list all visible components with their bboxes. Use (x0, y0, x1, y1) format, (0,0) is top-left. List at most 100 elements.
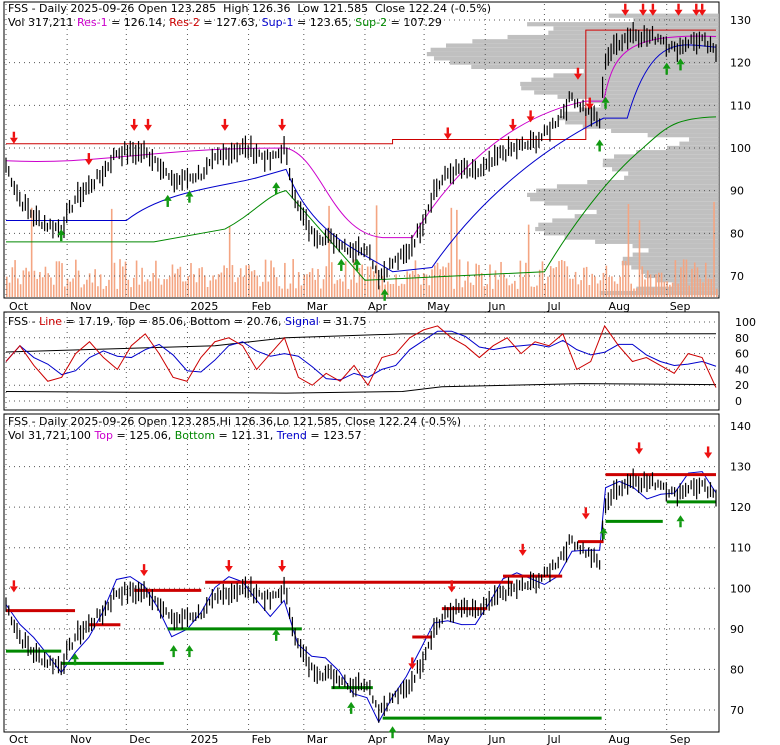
volume-bar (250, 271, 253, 297)
profile-bar (536, 188, 719, 193)
profile-bar (582, 124, 719, 129)
profile-bar (587, 180, 719, 185)
volume-bar (303, 274, 306, 297)
osc-line (5, 324, 717, 388)
volume-bar (497, 279, 500, 297)
volume-bar (127, 279, 130, 297)
volume-bar (182, 281, 184, 297)
volume-bar (47, 273, 50, 297)
volume-bar (289, 283, 292, 297)
volume-bar (234, 282, 236, 297)
volume-bar (400, 283, 403, 297)
volume-bar (119, 259, 121, 297)
volume-bar (680, 267, 682, 297)
legend-segment: FSS - Daily 2025-09-26 Open 123.285,Hi 1… (8, 415, 461, 428)
volume-bar (395, 274, 397, 297)
volume-bar (403, 284, 406, 297)
volume-bar (411, 270, 414, 297)
volume-bar (201, 267, 203, 297)
trend-sell-arrow-stem (584, 507, 588, 514)
volume-bar (39, 271, 41, 297)
profile-bar (553, 26, 719, 31)
volume-bar (583, 267, 585, 297)
volume-bar (699, 278, 702, 297)
osc-tick-label: 20 (735, 379, 749, 392)
volume-bar (563, 261, 566, 297)
sell-arrow (621, 9, 630, 16)
volume-bar (86, 279, 88, 297)
volume-bar (192, 274, 195, 297)
profile-bar (544, 201, 719, 206)
volume-bar (17, 278, 19, 297)
volume-bar (611, 276, 613, 297)
trend-panel-levels: Vol 31,721,100 Top = 125.06, Bottom = 12… (8, 429, 362, 442)
volume-bar (483, 286, 486, 297)
legend-segment: Top (93, 429, 113, 442)
sell-arrow-stem (446, 127, 449, 134)
volume-bar (113, 262, 116, 297)
buy-arrow (676, 58, 685, 65)
volume-bar (445, 267, 447, 297)
legend-segment: = 17.19, (62, 315, 117, 328)
osc-top-line (5, 333, 717, 353)
sell-arrow (443, 133, 452, 140)
res1-line (5, 35, 717, 239)
legend-segment: Trend (276, 429, 307, 442)
volume-bar (516, 288, 519, 297)
legend-segment: Sup-2 (355, 16, 387, 29)
volume-bar (669, 284, 671, 297)
volume-bar (361, 264, 363, 297)
volume-bar (439, 269, 442, 297)
volume-bar (638, 220, 641, 297)
trend-sell-arrow-stem (521, 543, 524, 550)
month-tick-label: Jul (546, 300, 560, 313)
profile-bar (648, 248, 719, 253)
volume-bar (50, 277, 52, 297)
trend-buy-arrow (169, 645, 178, 652)
trend-sell-arrow (704, 452, 713, 459)
volume-bar (594, 276, 596, 297)
volume-bar (339, 278, 341, 297)
volume-bar (350, 279, 352, 297)
volume-bar (270, 260, 272, 297)
volume-bar (480, 272, 483, 297)
sell-arrow (220, 124, 229, 131)
volume-bar (160, 284, 163, 297)
month-tick-label: Feb (252, 733, 271, 745)
buy-arrow-stem (679, 64, 682, 71)
volume-bar (166, 279, 168, 297)
volume-bar (69, 281, 72, 297)
sell-arrow-stem (651, 3, 655, 10)
volume-bar (544, 283, 547, 297)
volume-bar (135, 260, 138, 297)
volume-bar (560, 259, 563, 297)
osc-bottom-line (5, 383, 717, 394)
volume-bar (547, 276, 549, 297)
volume-bar (420, 284, 422, 297)
month-tick-label: Oct (9, 300, 29, 313)
legend-segment: = 127.63, (200, 16, 262, 29)
volume-bar (99, 274, 102, 297)
volume-bar (297, 272, 300, 297)
profile-bar (530, 197, 719, 202)
volume-bar (333, 283, 336, 297)
trend-buy-arrow-stem (73, 659, 77, 666)
trend-sell-arrow (224, 566, 233, 573)
profile-bar (553, 73, 719, 78)
volume-bar (171, 264, 174, 297)
volume-bar (267, 281, 270, 297)
volume-bar (387, 281, 389, 297)
res2-line (6, 29, 716, 145)
volume-bar (121, 266, 124, 297)
volume-bar (273, 267, 275, 297)
profile-bar (614, 154, 719, 159)
trend-arrows (9, 442, 713, 739)
buy-arrow-stem (604, 102, 607, 109)
buy-arrow-stem (355, 264, 359, 271)
trend-sell-arrow (408, 663, 417, 670)
profile-bar (579, 107, 719, 112)
volume-bar (658, 272, 660, 297)
osc-tick-label: 100 (735, 316, 756, 329)
price-series (5, 22, 717, 290)
volume-bar (660, 272, 663, 297)
